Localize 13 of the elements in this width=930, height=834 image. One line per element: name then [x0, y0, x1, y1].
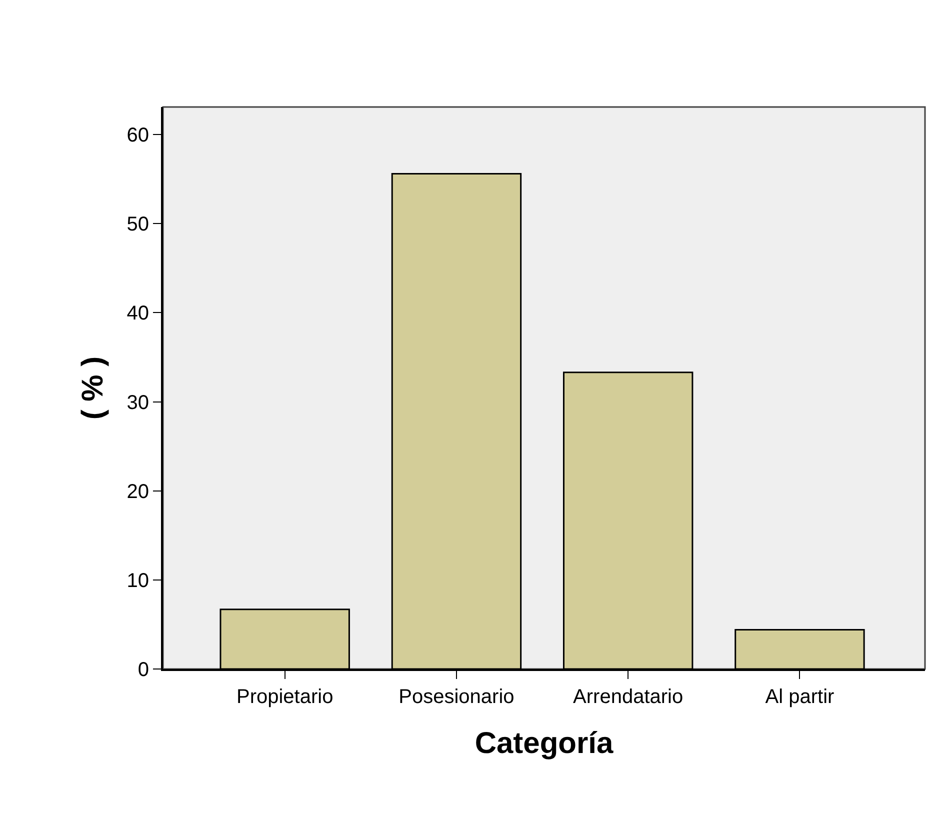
y-tick-label: 30: [126, 392, 149, 414]
y-tick-label: 40: [126, 302, 149, 325]
y-tick-label: 10: [126, 570, 149, 592]
y-tick-label: 50: [126, 214, 149, 236]
x-tick-label: Propietario: [236, 686, 334, 708]
y-tick-label: 0: [138, 659, 149, 681]
y-tick-label: 20: [126, 480, 149, 503]
x-tick-label: Arrendatario: [573, 686, 684, 708]
x-axis-title: Categoría: [474, 727, 614, 760]
x-tick-label: Al partir: [765, 686, 835, 708]
y-axis-title: ( % ): [76, 356, 110, 420]
x-tick-label: Posesionario: [398, 686, 514, 708]
y-tick-label: 60: [126, 124, 149, 147]
